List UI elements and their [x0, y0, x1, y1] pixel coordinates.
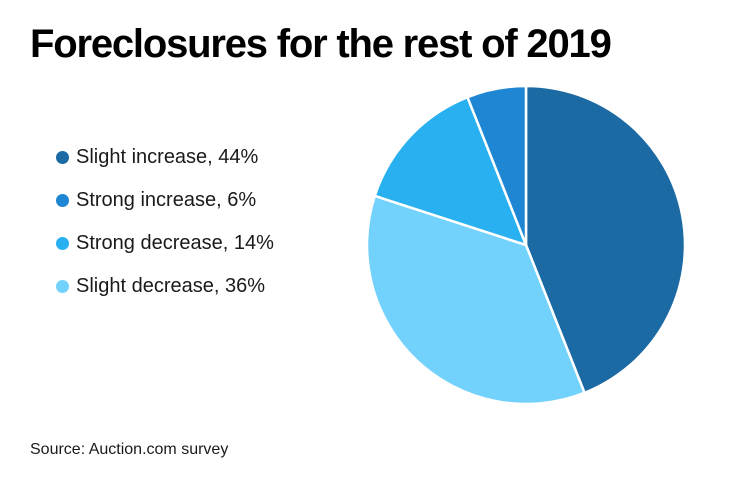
pie-slice-strong-decrease	[373, 95, 528, 247]
legend-bullet-icon	[56, 193, 69, 207]
pie-slice-slight-increase	[524, 84, 687, 395]
chart-title: Foreclosures for the rest of 2019	[30, 22, 612, 66]
legend-label: Strong decrease, 14%	[76, 231, 274, 254]
legend: Slight increase, 44% Strong increase, 6%…	[56, 144, 274, 299]
legend-item-slight-decrease: Slight decrease, 36%	[56, 273, 274, 299]
legend-bullet-icon	[56, 150, 69, 164]
legend-label: Strong increase, 6%	[76, 188, 257, 211]
pie-slice-strong-increase	[466, 84, 528, 247]
pie-slice-slight-decrease	[365, 194, 586, 406]
legend-item-slight-increase: Slight increase, 44%	[56, 144, 274, 170]
legend-bullet-icon	[56, 279, 69, 293]
legend-bullet-icon	[56, 236, 69, 250]
legend-item-strong-decrease: Strong decrease, 14%	[56, 230, 274, 256]
source-attribution: Source: Auction.com survey	[30, 441, 229, 458]
legend-label: Slight increase, 44%	[76, 145, 259, 168]
legend-label: Slight decrease, 36%	[76, 274, 266, 297]
legend-item-strong-increase: Strong increase, 6%	[56, 187, 274, 213]
pie-chart	[365, 84, 687, 406]
